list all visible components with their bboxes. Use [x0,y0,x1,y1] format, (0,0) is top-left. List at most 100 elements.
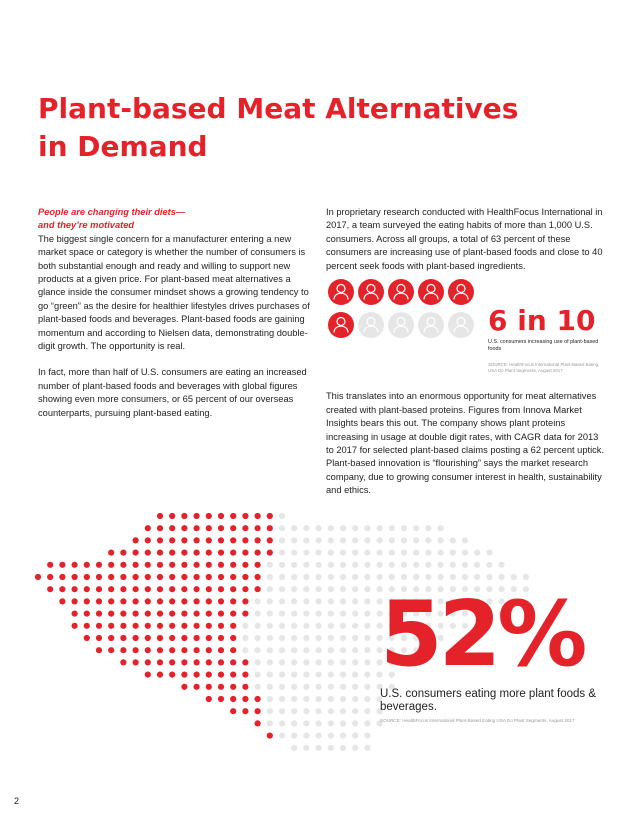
map-dot [47,561,54,568]
right-column-body: This translates into an enormous opportu… [326,381,608,507]
map-dot [254,586,261,593]
map-dot [254,634,261,642]
map-dot [83,573,90,581]
map-dot [315,647,322,654]
map-dot [376,573,383,581]
map-dot [352,549,359,556]
map-dot [266,622,273,629]
map-dot [486,586,493,593]
map-dot [169,586,176,593]
map-dot [193,683,200,690]
map-dot [181,647,188,654]
map-dot [266,732,273,739]
map-dot [352,695,359,703]
map-dot [156,525,164,532]
map-dot [83,610,90,617]
person-icon [418,312,444,338]
map-dot [303,744,310,751]
map-dot [303,671,310,678]
map-dot [266,683,273,690]
map-dot [230,537,237,544]
map-dot [461,537,469,544]
map-dot [217,573,225,581]
map-dot [230,708,237,715]
map-dot [169,671,176,678]
map-dot [364,549,371,556]
map-dot [291,622,298,629]
stat-6-in-10-value: 6 in 10 [488,304,596,337]
map-dot [388,549,395,556]
map-dot [315,708,322,715]
map-dot [327,610,334,617]
map-dot [437,622,444,629]
map-dot [291,525,298,532]
map-dot [352,659,359,666]
map-dot [400,598,408,605]
person-icon [388,279,414,305]
map-dot [217,671,225,678]
map-dot [108,610,115,617]
map-dot [278,732,286,739]
map-dot [522,573,530,581]
map-dot [425,586,432,593]
map-dot [486,561,493,568]
map-dot [376,525,383,532]
map-dot [120,598,127,605]
map-dot [120,561,127,568]
map-dot [364,647,371,654]
map-dot [120,659,127,666]
map-dot [364,683,371,690]
map-dot [315,622,322,629]
map-dot [266,549,273,556]
map-dot [510,573,517,581]
map-dot [266,659,273,666]
map-dot [461,598,469,605]
map-dot [169,610,176,617]
map-dot [95,573,103,581]
map-dot [181,659,188,666]
map-dot [413,561,420,568]
map-dot [388,634,395,642]
map-dot [413,586,420,593]
map-dot [266,598,273,605]
map-dot [230,598,237,605]
map-dot [266,708,273,715]
map-dot [413,537,420,544]
map-dot [217,537,225,544]
map-dot [461,549,469,556]
map-dot [413,573,420,581]
map-dot [132,549,139,556]
map-dot [156,671,164,678]
map-dot [315,659,322,666]
map-dot [474,598,481,605]
map-dot [425,525,432,532]
map-dot [254,659,261,666]
map-dot [400,573,408,581]
map-dot [327,598,334,605]
map-dot [181,512,188,520]
map-dot [34,573,42,581]
map-dot [181,622,188,629]
map-dot [303,647,310,654]
right-column-intro: In proprietary research conducted with H… [326,206,608,273]
map-dot [425,573,432,581]
map-dot [95,647,103,654]
map-dot [59,586,66,593]
map-dot [242,573,249,581]
map-dot [169,622,176,629]
map-dot [400,549,408,556]
map-dot [205,537,212,544]
map-dot [71,586,78,593]
map-dot [144,610,151,617]
map-dot [315,573,322,581]
map-dot [327,561,334,568]
map-dot [400,634,408,642]
map-dot [242,561,249,568]
map-dot [400,537,408,544]
map-dot [156,598,164,605]
map-dot [205,647,212,654]
map-dot [278,622,286,629]
map-dot [291,561,298,568]
map-dot [474,561,481,568]
map-dot [132,561,139,568]
